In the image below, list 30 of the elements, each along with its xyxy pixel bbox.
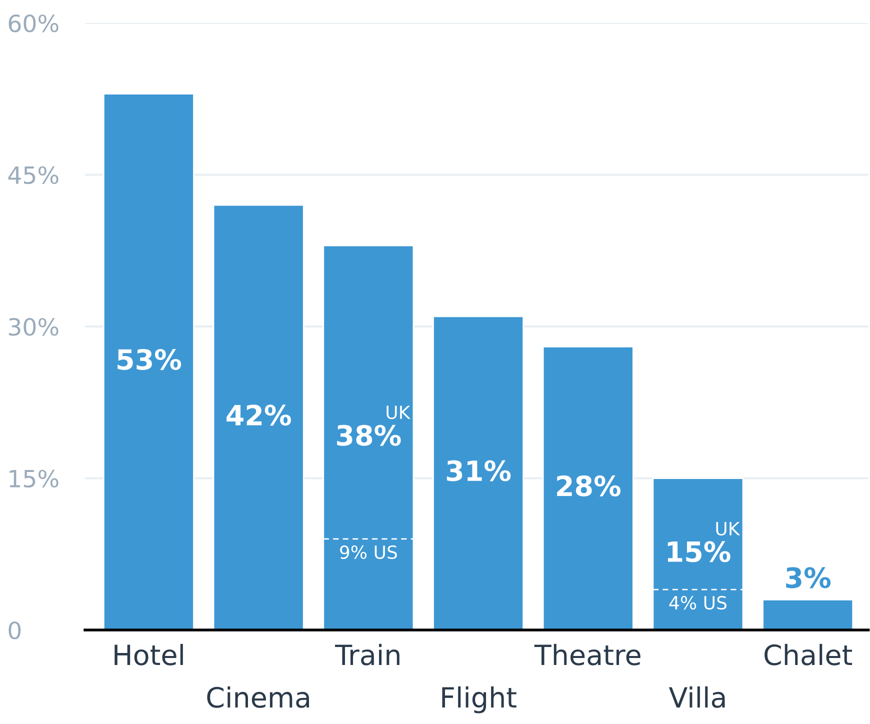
y-tick-label: 30%	[8, 318, 58, 336]
x-tick-label: Chalet	[764, 644, 852, 666]
annotation: UK	[716, 522, 740, 536]
y-tick-label: 15%	[10, 470, 58, 488]
x-tick-label: Train	[335, 644, 400, 666]
x-tick-label: Theatre	[534, 644, 640, 666]
bar	[322, 244, 414, 630]
data-label: 31%	[446, 460, 511, 482]
bar	[762, 598, 854, 630]
bar	[652, 478, 744, 630]
x-tick-label: Flight	[442, 686, 516, 714]
y-tick-label: 0	[8, 621, 21, 640]
data-label: 42%	[226, 404, 291, 426]
data-label: 3%	[786, 567, 831, 588]
annotation: 4% US	[669, 596, 727, 610]
data-label: 28%	[557, 475, 620, 496]
data-label: 38%	[337, 424, 401, 446]
y-tick-label: 45%	[8, 166, 58, 184]
data-label: 53%	[118, 348, 182, 370]
data-label: 15%	[668, 541, 730, 562]
x-tick-label: Villa	[668, 686, 725, 708]
annotation: 9% US	[340, 545, 397, 559]
y-tick-label: 60%	[8, 14, 58, 32]
bar	[212, 204, 304, 630]
annotation: UK	[386, 406, 411, 420]
bar	[542, 346, 634, 630]
x-tick-label: Hotel	[114, 644, 183, 666]
bar	[432, 316, 524, 630]
bar	[102, 93, 194, 630]
x-tick-label: Cinema	[207, 686, 309, 708]
